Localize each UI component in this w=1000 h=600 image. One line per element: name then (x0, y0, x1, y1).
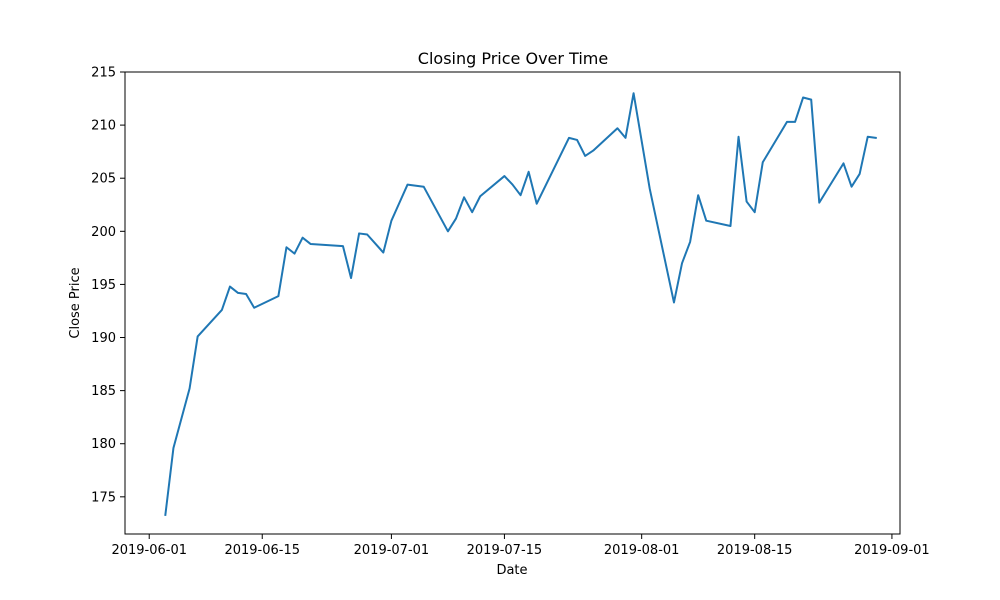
y-tick-label: 190 (91, 331, 116, 346)
y-tick-label: 185 (91, 384, 116, 399)
series-line (164, 92, 877, 516)
x-tick-label: 2019-07-01 (354, 543, 430, 558)
plot-frame (124, 71, 901, 535)
x-tick-label: 2019-08-01 (604, 543, 680, 558)
x-axis-label: Date (496, 563, 527, 578)
chart-title: Closing Price Over Time (418, 49, 608, 68)
y-tick-label: 175 (91, 490, 116, 505)
y-tick-label: 210 (91, 119, 116, 134)
x-tick-label: 2019-06-01 (111, 543, 187, 558)
x-tick-label: 2019-08-15 (717, 543, 793, 558)
y-tick-label: 195 (91, 278, 116, 293)
plot-area (164, 92, 877, 516)
x-tick-label: 2019-07-15 (467, 543, 543, 558)
x-tick-label: 2019-09-01 (854, 543, 930, 558)
y-tick-label: 205 (91, 172, 116, 187)
y-tick-label: 200 (91, 225, 116, 240)
y-tick-label: 180 (91, 437, 116, 452)
x-tick-label: 2019-06-15 (224, 543, 300, 558)
x-axis: 2019-06-01 2019-06-15 2019-07-01 2019-07-15… (111, 534, 930, 558)
y-axis: 175 180 185 190 195 200 205 210 215 (91, 66, 125, 505)
y-axis-label: Close Price (68, 267, 83, 338)
y-tick-label: 215 (91, 66, 116, 81)
